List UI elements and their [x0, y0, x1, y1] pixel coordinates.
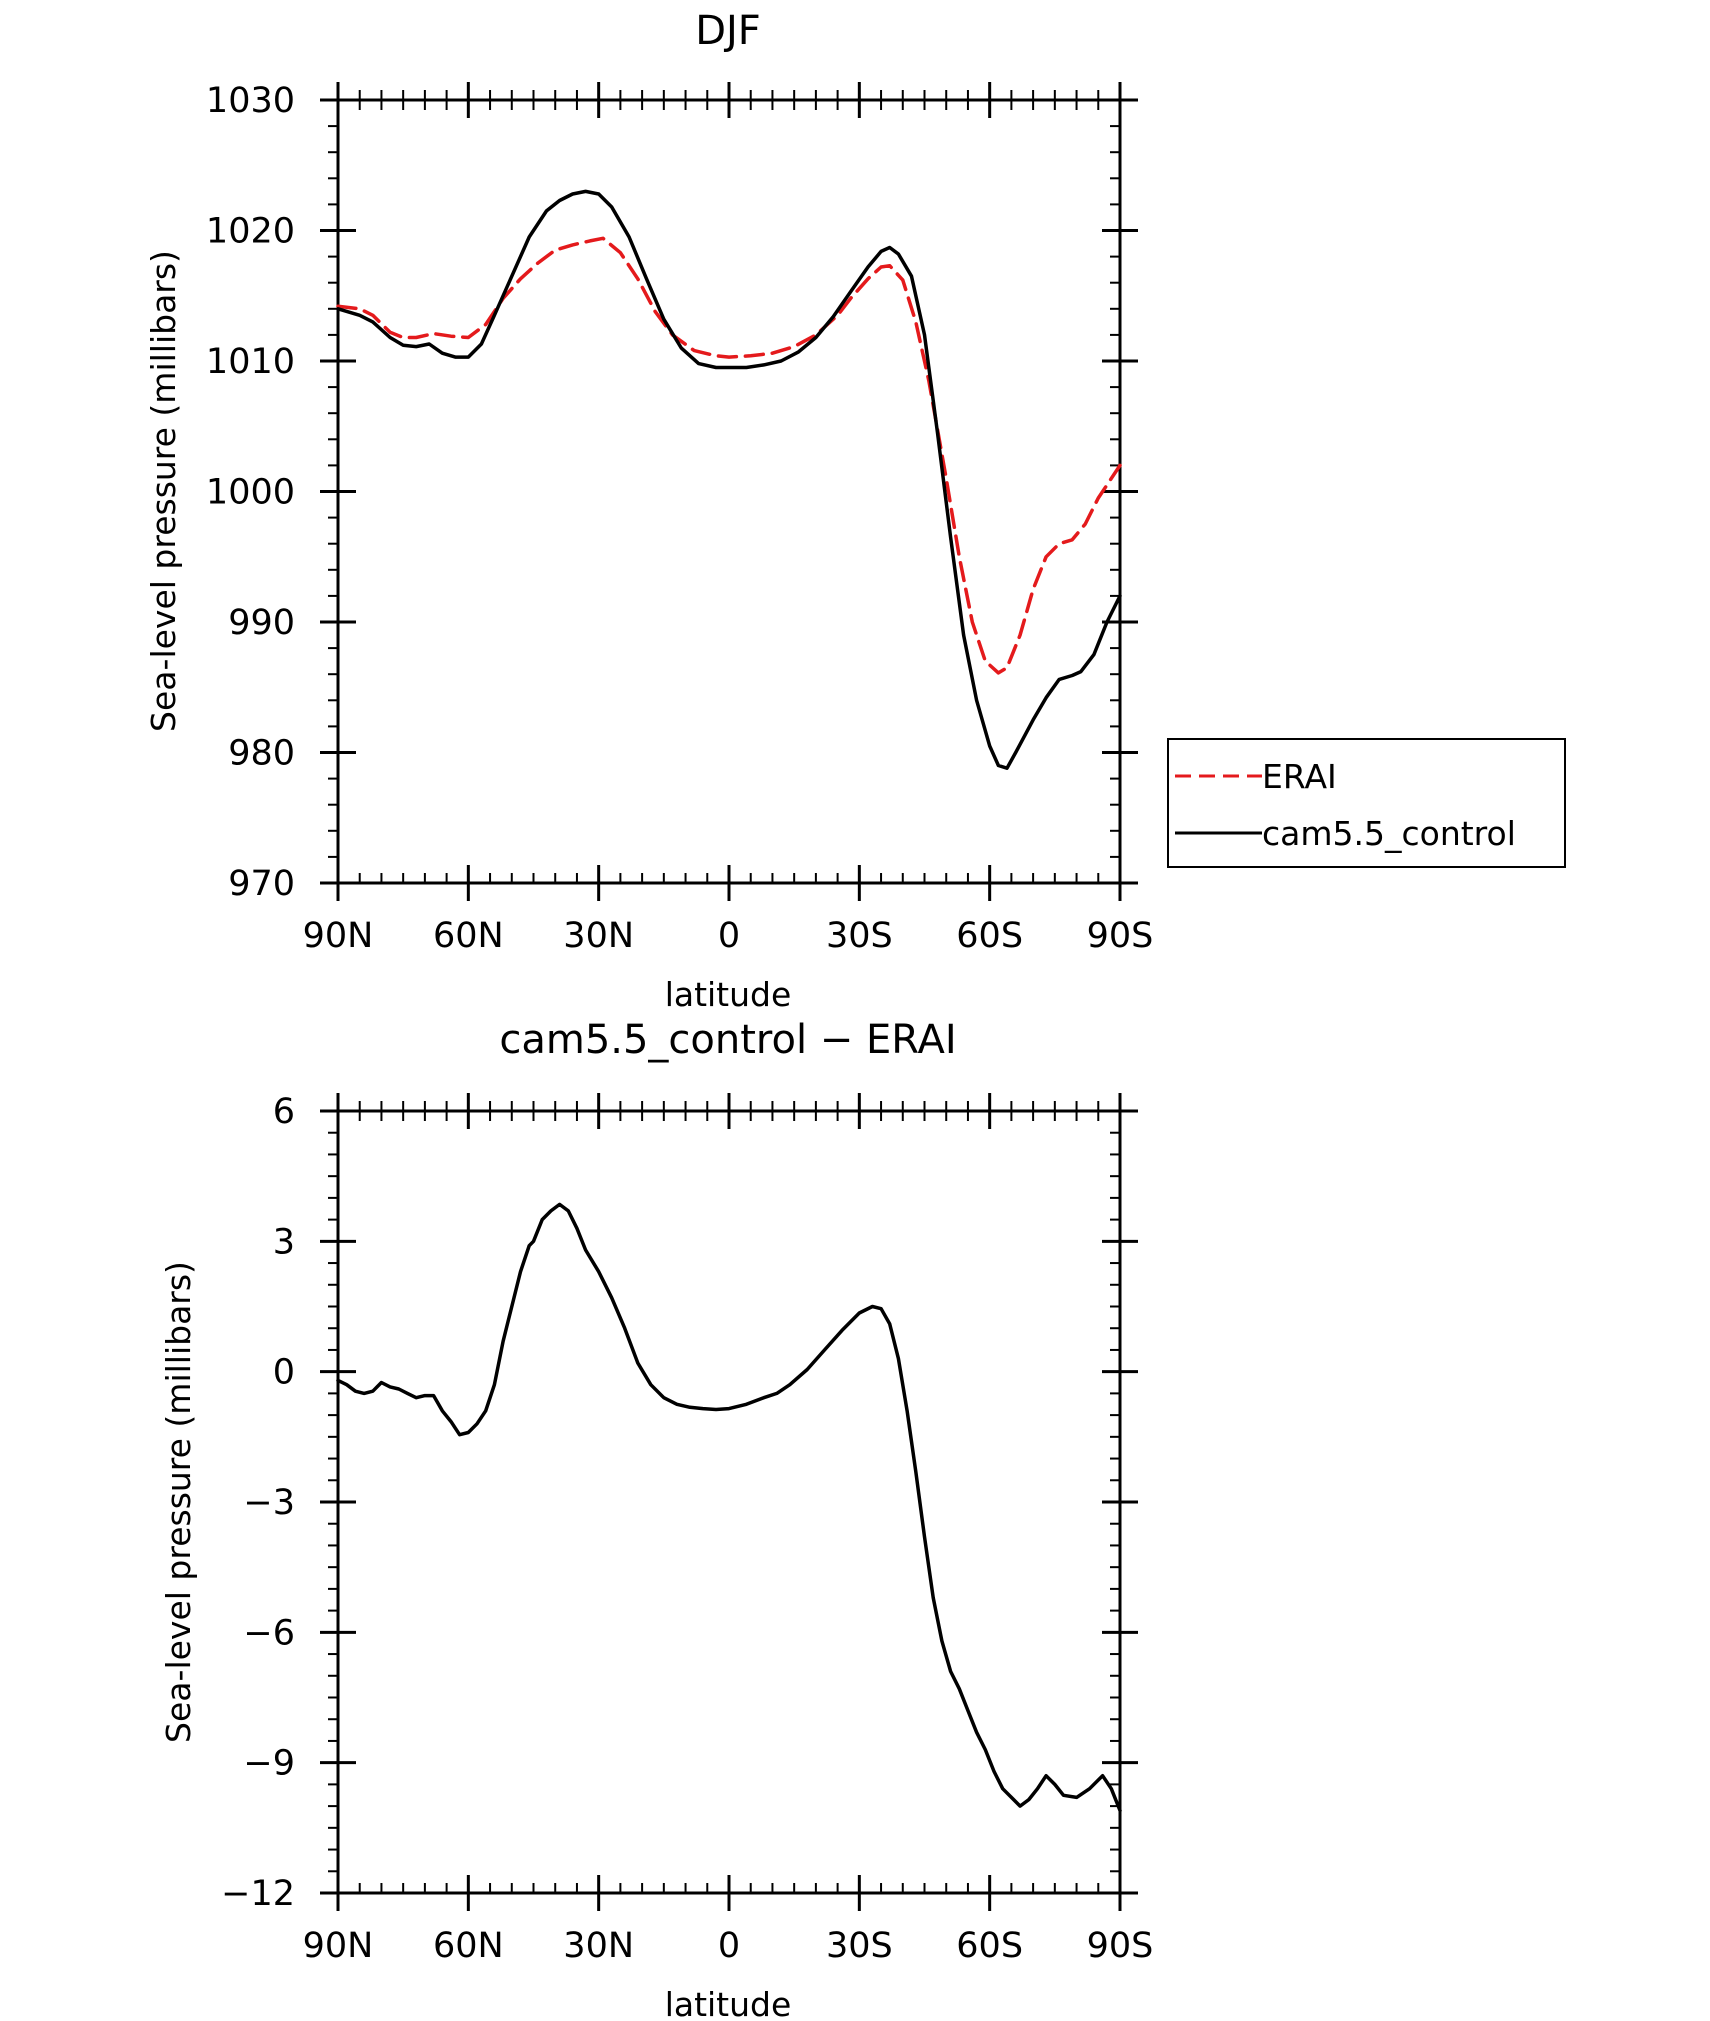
y-tick-label: 980: [228, 734, 295, 774]
legend: ERAI cam5.5_control: [1167, 738, 1566, 868]
series-layer: [336, 1202, 1122, 1813]
x-tick-label: 30N: [563, 916, 634, 956]
y-axis-label: Sea-level pressure (millibars): [159, 1261, 198, 1743]
legend-label-cam5: cam5.5_control: [1262, 814, 1516, 853]
legend-box: [1167, 738, 1566, 868]
x-tick-label: 60N: [433, 916, 504, 956]
x-tick-label: 30N: [563, 1926, 634, 1966]
x-tick-label: 30S: [826, 1926, 893, 1966]
x-tick-label: 0: [718, 916, 740, 956]
y-tick-label: 3: [273, 1222, 295, 1262]
x-tick-label: 60S: [956, 916, 1023, 956]
y-tick-label: −9: [243, 1744, 295, 1784]
y-tick-label: −3: [243, 1483, 295, 1523]
y-tick-label: 970: [228, 864, 295, 904]
plot-frame: [336, 1109, 1122, 1895]
y-tick-label: 1010: [206, 342, 295, 382]
tick-group: 90N 60N 30N 0 30S 60S 90S 970 980 990 1000 1010 1020…: [206, 81, 1153, 956]
y-tick-label: 1030: [206, 81, 295, 121]
difference-panel: cam5.5_control − ERAI 90N 60N 30N 0 30S 60S 90…: [159, 1017, 1153, 2021]
panel-title: cam5.5_control − ERAI: [499, 1017, 956, 1063]
djf-panel: DJF 90N 60N 30N 0 30S 60S 90S 970 980 990 1000 1010…: [144, 8, 1566, 1014]
x-tick-label: 90S: [1087, 916, 1154, 956]
y-axis-label: Sea-level pressure (millibars): [144, 250, 183, 732]
x-axis-label: latitude: [665, 975, 792, 1014]
x-tick-label: 60N: [433, 1926, 504, 1966]
x-tick-label: 30S: [826, 916, 893, 956]
y-tick-label: −12: [221, 1874, 295, 1914]
y-tick-label: 990: [228, 603, 295, 643]
x-tick-label: 60S: [956, 1926, 1023, 1966]
y-tick-label: 1000: [206, 473, 295, 513]
y-tick-label: −6: [243, 1613, 295, 1653]
y-tick-label: 0: [273, 1353, 295, 1393]
x-tick-label: 90S: [1087, 1926, 1154, 1966]
x-tick-label: 90N: [303, 916, 374, 956]
series-layer: [336, 189, 1122, 770]
x-tick-label: 90N: [303, 1926, 374, 1966]
x-axis-label: latitude: [665, 1985, 792, 2021]
series-line-erai: [336, 236, 1122, 675]
legend-label-erai: ERAI: [1262, 757, 1337, 796]
series-line-difference: [336, 1202, 1122, 1813]
panel-title: DJF: [695, 8, 761, 54]
y-tick-label: 1020: [206, 212, 295, 252]
x-tick-label: 0: [718, 1926, 740, 1966]
y-tick-label: 6: [273, 1092, 295, 1132]
tick-group: 90N 60N 30N 0 30S 60S 90S −12 −9 −6 −3 0 3 6: [221, 1092, 1153, 1966]
series-line-cam5-5-control: [336, 189, 1122, 770]
